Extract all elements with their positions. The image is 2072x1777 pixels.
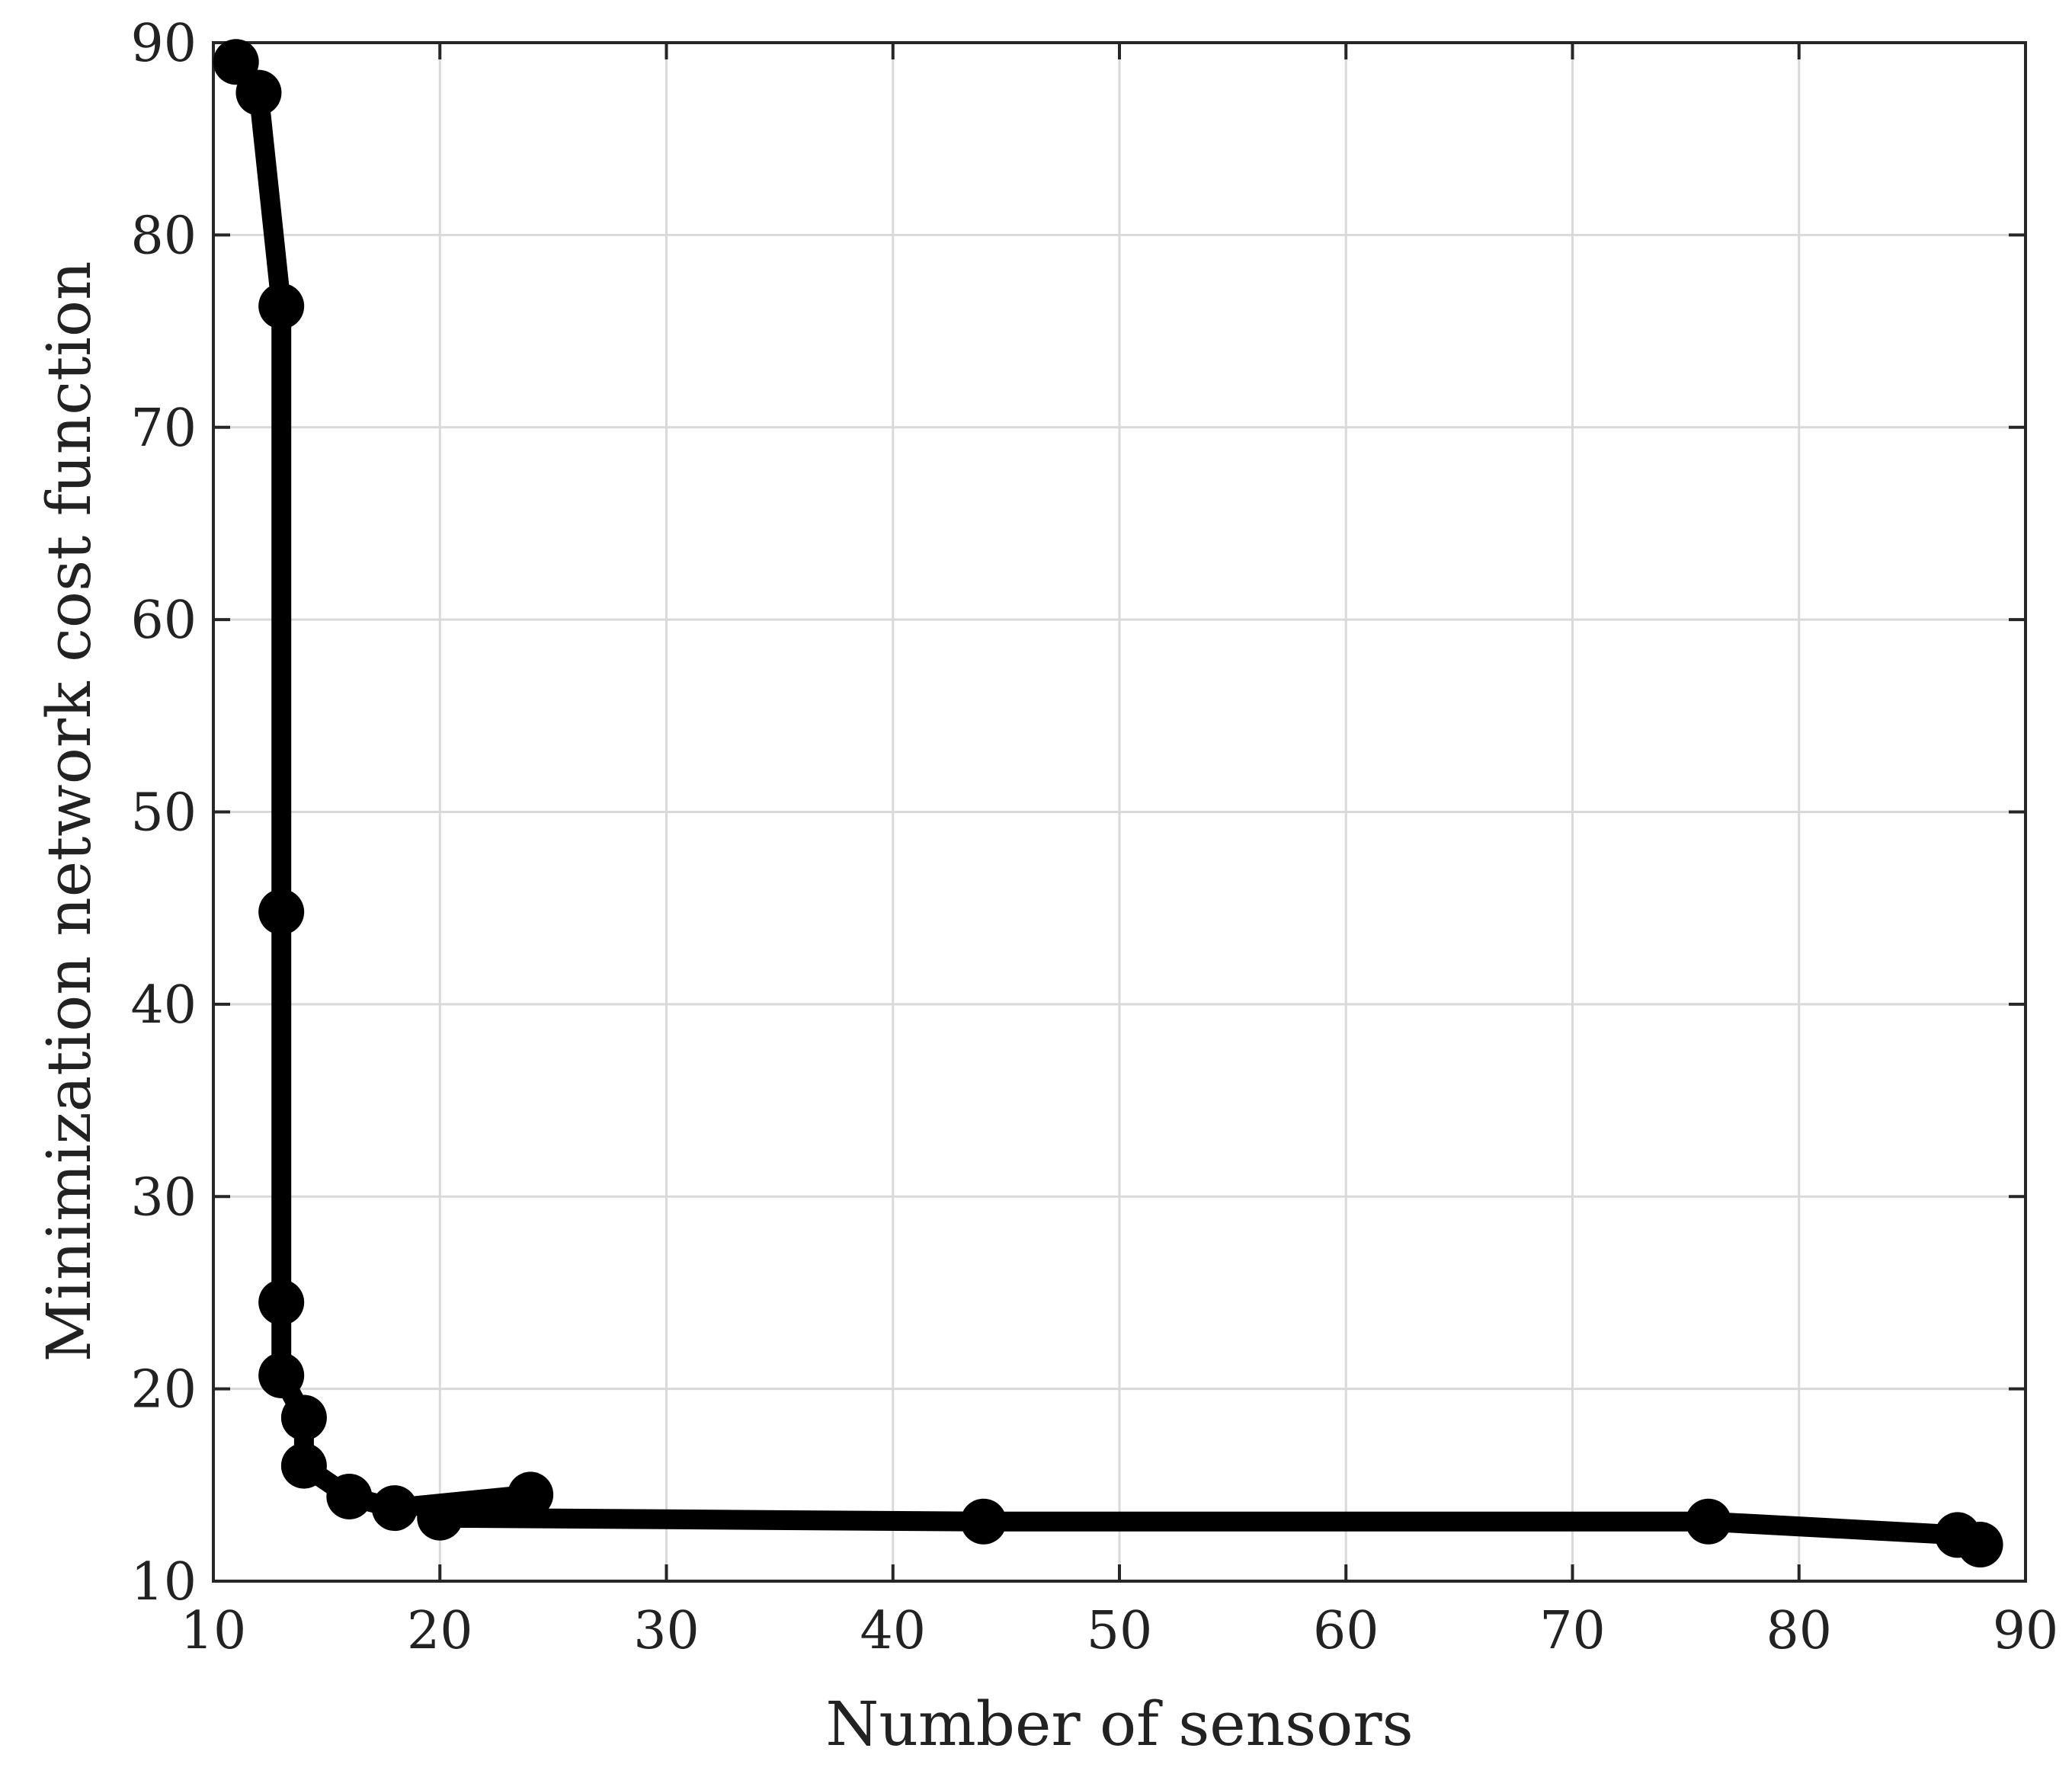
y-tick-label: 10 (130, 1552, 197, 1612)
y-tick-label: 20 (130, 1360, 197, 1420)
series-line (226, 52, 1990, 1554)
data-point (960, 1498, 1007, 1545)
data-point (326, 1473, 373, 1519)
y-tick-labels: 10 20 30 40 50 60 70 80 90 (130, 14, 197, 1612)
data-point (258, 1352, 305, 1398)
x-tick-label: 50 (1087, 1601, 1153, 1661)
x-tick-labels: 10 20 30 40 50 60 70 80 90 (181, 1601, 2059, 1661)
y-tick-label: 60 (130, 591, 197, 651)
axis-ticks (212, 41, 2027, 1583)
y-tick-label: 70 (130, 399, 197, 459)
y-tick-label: 50 (130, 783, 197, 844)
x-tick-label: 10 (181, 1601, 247, 1661)
x-tick-label: 30 (633, 1601, 700, 1661)
data-point (417, 1494, 463, 1541)
x-tick-label: 20 (407, 1601, 473, 1661)
data-point (508, 1471, 554, 1518)
data-point (235, 69, 282, 116)
data-point (258, 283, 305, 329)
x-tick-label: 70 (1539, 1601, 1606, 1661)
x-tick-label: 90 (1993, 1601, 2059, 1661)
series (213, 39, 2003, 1568)
data-point (258, 888, 305, 935)
y-tick-label: 80 (130, 206, 197, 266)
grid-lines (213, 43, 2026, 1581)
y-tick-label: 30 (130, 1167, 197, 1228)
x-tick-label: 60 (1313, 1601, 1379, 1661)
x-tick-label: 40 (860, 1601, 926, 1661)
data-point (1957, 1522, 2003, 1568)
x-tick-label: 80 (1766, 1601, 1832, 1661)
y-axis-title: Minimization network cost function (34, 261, 104, 1362)
y-tick-label: 90 (130, 14, 197, 74)
y-tick-label: 40 (130, 975, 197, 1036)
data-point (258, 1279, 305, 1326)
data-point (280, 1442, 327, 1489)
data-point (280, 1394, 327, 1441)
x-axis-title: Number of sensors (825, 1689, 1413, 1759)
data-point (1685, 1498, 1731, 1545)
data-point (371, 1485, 418, 1532)
